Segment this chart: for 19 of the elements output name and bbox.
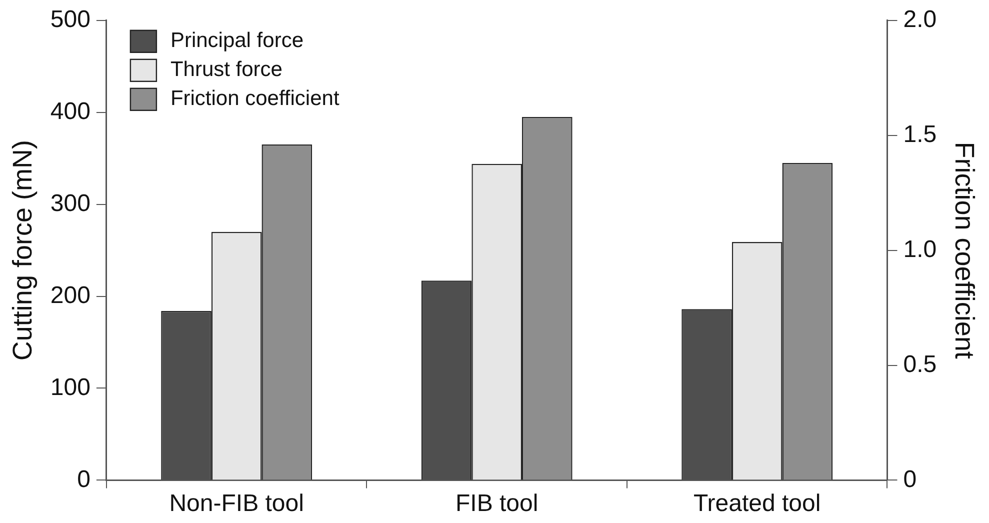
y2-tick-label: 1.5 bbox=[903, 120, 937, 148]
legend-label: Thrust force bbox=[170, 58, 282, 82]
y2-tick-label: 2.0 bbox=[903, 6, 937, 34]
x-tick-label: Treated tool bbox=[694, 490, 821, 518]
y-tick-label: 400 bbox=[50, 98, 90, 125]
y-tick-label: 100 bbox=[50, 374, 90, 401]
y-tick-label: 500 bbox=[50, 6, 90, 34]
y-axis-title: Cutting force (mN) bbox=[8, 140, 38, 361]
y2-axis-title: Friction coefficient bbox=[949, 142, 980, 360]
y-tick-label: 300 bbox=[50, 190, 90, 217]
y-tick-label: 0 bbox=[77, 466, 90, 493]
y-tick-label: 200 bbox=[50, 282, 90, 309]
x-tick-label: FIB tool bbox=[455, 490, 538, 518]
legend-label: Friction coefficient bbox=[170, 87, 340, 110]
y2-tick-label: 1.0 bbox=[903, 236, 937, 263]
x-tick-label: Non-FIB tool bbox=[169, 490, 304, 518]
y2-tick-label: 0.5 bbox=[903, 350, 937, 378]
legend-label: Principal force bbox=[170, 29, 304, 52]
y2-tick-label: 0 bbox=[903, 466, 917, 493]
